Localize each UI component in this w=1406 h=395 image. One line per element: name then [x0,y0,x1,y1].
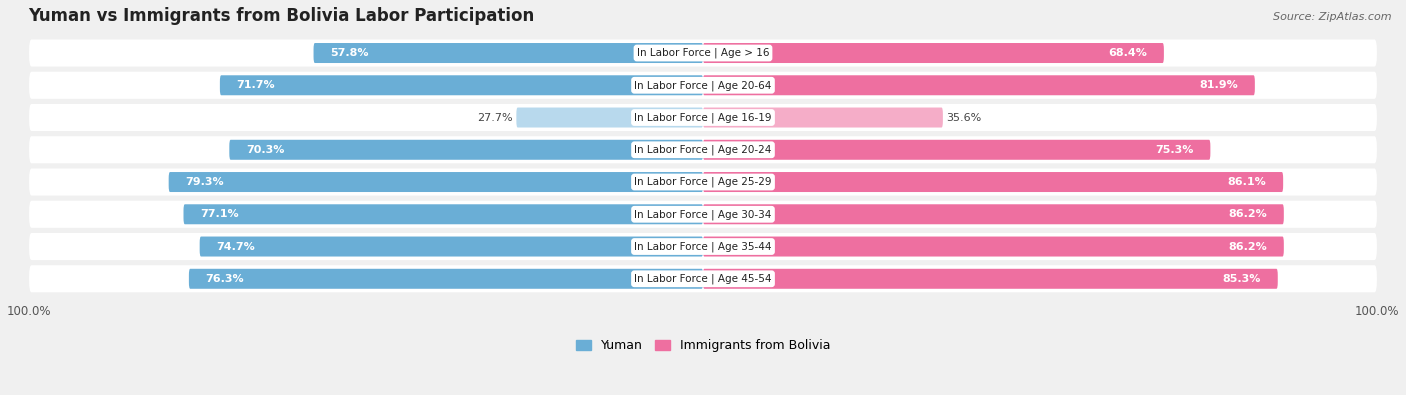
FancyBboxPatch shape [30,72,1376,99]
FancyBboxPatch shape [703,172,1284,192]
FancyBboxPatch shape [30,233,1376,260]
Text: 79.3%: 79.3% [186,177,224,187]
Text: In Labor Force | Age 45-54: In Labor Force | Age 45-54 [634,273,772,284]
FancyBboxPatch shape [219,75,703,95]
FancyBboxPatch shape [703,43,1164,63]
Text: Source: ZipAtlas.com: Source: ZipAtlas.com [1274,12,1392,22]
FancyBboxPatch shape [200,237,703,256]
Text: In Labor Force | Age 25-29: In Labor Force | Age 25-29 [634,177,772,187]
Text: 35.6%: 35.6% [946,113,981,122]
FancyBboxPatch shape [703,237,1284,256]
Text: 85.3%: 85.3% [1223,274,1261,284]
FancyBboxPatch shape [703,140,1211,160]
Text: 86.2%: 86.2% [1229,209,1267,219]
Text: In Labor Force | Age 20-64: In Labor Force | Age 20-64 [634,80,772,90]
Text: 27.7%: 27.7% [478,113,513,122]
FancyBboxPatch shape [30,201,1376,228]
Text: 81.9%: 81.9% [1199,80,1239,90]
Text: 71.7%: 71.7% [236,80,276,90]
FancyBboxPatch shape [30,265,1376,292]
Text: 68.4%: 68.4% [1108,48,1147,58]
Text: 74.7%: 74.7% [217,241,256,252]
FancyBboxPatch shape [30,136,1376,163]
FancyBboxPatch shape [184,204,703,224]
Text: 76.3%: 76.3% [205,274,245,284]
Text: In Labor Force | Age 16-19: In Labor Force | Age 16-19 [634,112,772,123]
FancyBboxPatch shape [703,75,1254,95]
Text: In Labor Force | Age > 16: In Labor Force | Age > 16 [637,48,769,58]
FancyBboxPatch shape [703,269,1278,289]
FancyBboxPatch shape [229,140,703,160]
FancyBboxPatch shape [703,204,1284,224]
Text: In Labor Force | Age 20-24: In Labor Force | Age 20-24 [634,145,772,155]
Text: 86.2%: 86.2% [1229,241,1267,252]
Text: In Labor Force | Age 30-34: In Labor Force | Age 30-34 [634,209,772,220]
FancyBboxPatch shape [314,43,703,63]
FancyBboxPatch shape [703,107,943,128]
Text: In Labor Force | Age 35-44: In Labor Force | Age 35-44 [634,241,772,252]
Text: 86.1%: 86.1% [1227,177,1267,187]
Text: 57.8%: 57.8% [330,48,368,58]
Legend: Yuman, Immigrants from Bolivia: Yuman, Immigrants from Bolivia [575,339,831,352]
Text: Yuman vs Immigrants from Bolivia Labor Participation: Yuman vs Immigrants from Bolivia Labor P… [28,7,534,25]
Text: 70.3%: 70.3% [246,145,284,155]
FancyBboxPatch shape [30,169,1376,196]
Text: 75.3%: 75.3% [1156,145,1194,155]
FancyBboxPatch shape [30,104,1376,131]
FancyBboxPatch shape [188,269,703,289]
Text: 77.1%: 77.1% [200,209,239,219]
FancyBboxPatch shape [516,107,703,128]
FancyBboxPatch shape [30,40,1376,67]
FancyBboxPatch shape [169,172,703,192]
